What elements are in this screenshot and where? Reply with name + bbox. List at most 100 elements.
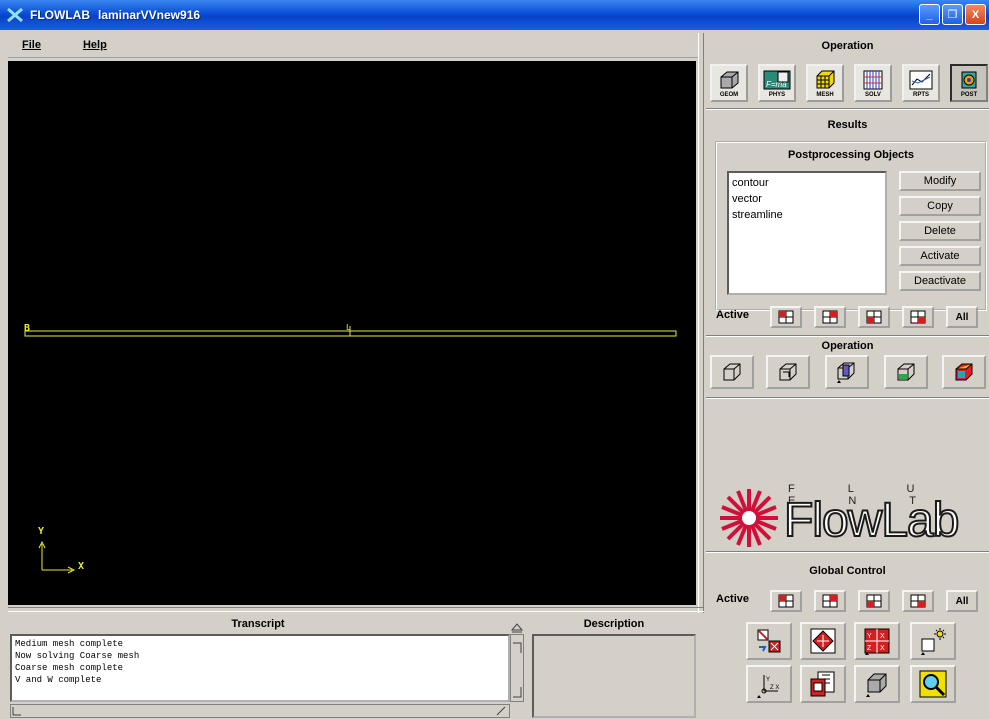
transform-icon: [810, 628, 836, 654]
window-toggle-1[interactable]: [770, 306, 802, 328]
transcript-line: Now solving Coarse mesh: [15, 651, 140, 661]
minimize-button[interactable]: _: [919, 4, 940, 25]
lights-button[interactable]: [910, 622, 956, 660]
vertical-splitter[interactable]: [698, 33, 704, 613]
phys-label: PHYS: [768, 92, 786, 98]
transcript-line: Medium mesh complete: [15, 639, 124, 649]
cube-icon: [720, 71, 739, 89]
transcript-horizontal-scrollbar[interactable]: [10, 704, 510, 718]
description-text[interactable]: [532, 634, 696, 718]
global-window-toggle-3[interactable]: [858, 590, 890, 612]
copy-button[interactable]: Copy: [899, 196, 981, 216]
menu-help[interactable]: Help: [82, 39, 107, 51]
global-window-toggle-4[interactable]: [902, 590, 934, 612]
global-window-toggle-2[interactable]: [814, 590, 846, 612]
edit-object-button[interactable]: [766, 355, 810, 389]
list-item[interactable]: vector: [732, 193, 762, 205]
view-cube-button[interactable]: [854, 665, 900, 703]
zoom-button[interactable]: [910, 665, 956, 703]
view-axes-icon: Y X Z X: [864, 628, 890, 655]
rpts-button[interactable]: RPTS: [902, 64, 940, 102]
flowlab-app-icon[interactable]: [4, 4, 26, 26]
svg-text:X: X: [880, 633, 885, 640]
display-attributes-button[interactable]: [746, 622, 792, 660]
window-quadrant-icon: [910, 594, 926, 608]
transcript-line: Coarse mesh complete: [15, 663, 124, 673]
menu-file[interactable]: File: [22, 39, 41, 51]
mesh-label: MESH: [816, 92, 834, 98]
close-button[interactable]: X: [965, 4, 986, 25]
window-toggle-2[interactable]: [814, 306, 846, 328]
global-all-windows-toggle[interactable]: All: [946, 590, 978, 612]
title-bar: FLOWLAB laminarVVnew916 _ ❐ X: [0, 0, 989, 30]
delete-button[interactable]: Delete: [899, 221, 981, 241]
up-arrow-icon: [510, 623, 524, 633]
view-cube-icon: [866, 673, 887, 697]
transcript-text[interactable]: Medium mesh complete Now solving Coarse …: [10, 634, 510, 702]
window-toggle-3[interactable]: [858, 306, 890, 328]
results-active-row: Active All: [706, 305, 989, 329]
mesh-button[interactable]: MESH: [806, 64, 844, 102]
x-axis-arrow: [67, 566, 76, 574]
modify-button[interactable]: Modify: [899, 171, 981, 191]
graphics-viewport[interactable]: B L Y X: [8, 61, 696, 605]
solv-button[interactable]: SOLV: [854, 64, 892, 102]
view-axes-button[interactable]: Y X Z X: [854, 622, 900, 660]
geom-button[interactable]: GEOM: [710, 64, 748, 102]
svg-text:Y: Y: [766, 677, 770, 683]
activate-button[interactable]: Activate: [899, 246, 981, 266]
horizontal-scroll-arrows-icon: [12, 706, 506, 716]
window-quadrant-icon: [910, 310, 926, 324]
render-object-button[interactable]: [942, 355, 986, 389]
close-icon: X: [971, 8, 980, 21]
transcript-panel: Transcript Medium mesh complete Now solv…: [8, 616, 526, 719]
list-item[interactable]: streamline: [732, 209, 783, 221]
phys-button[interactable]: F=ma PHYS: [758, 64, 796, 102]
operation-title: Operation: [821, 40, 874, 52]
window-toggle-4[interactable]: [902, 306, 934, 328]
windows-layout-icon: [810, 671, 835, 697]
point-label-b: B: [24, 323, 31, 334]
surface-cube-icon: [897, 363, 915, 381]
transform-button[interactable]: [800, 622, 846, 660]
postprocessing-list[interactable]: contour vector streamline: [727, 171, 887, 295]
surface-object-button[interactable]: [884, 355, 928, 389]
horizontal-splitter[interactable]: [8, 607, 704, 612]
results-title: Results: [827, 119, 868, 131]
deactivate-button[interactable]: Deactivate: [899, 271, 981, 291]
solver-grid-icon: [863, 70, 883, 90]
maximize-button[interactable]: ❐: [942, 4, 963, 25]
solv-label: SOLV: [865, 92, 881, 98]
transcript-vertical-scrollbar[interactable]: [510, 634, 524, 702]
post-operation-title: Operation: [821, 340, 874, 352]
transcript-title: Transcript: [231, 618, 285, 630]
orient-axes-icon: YZ X: [757, 675, 779, 698]
global-control-title: Global Control: [809, 565, 886, 577]
list-item[interactable]: contour: [732, 177, 769, 189]
post-label: POST: [960, 92, 978, 98]
rpts-label: RPTS: [912, 92, 929, 98]
svg-text:Y: Y: [867, 633, 872, 640]
window-quadrant-icon: [866, 594, 882, 608]
scrollbar-arrows-icon: [513, 642, 522, 698]
global-active-row: Active All: [706, 589, 989, 613]
geom-label: GEOM: [719, 92, 739, 98]
wire-cube-icon: [723, 363, 741, 381]
y-axis-label: Y: [38, 526, 45, 537]
window-quadrant-icon: [778, 594, 794, 608]
x-axis-label: X: [78, 561, 85, 572]
slice-object-button[interactable]: [825, 355, 869, 389]
color-cube-icon: [955, 363, 973, 381]
all-windows-toggle[interactable]: All: [946, 306, 978, 328]
post-button[interactable]: POST: [950, 64, 988, 102]
windows-layout-button[interactable]: [800, 665, 846, 703]
global-window-toggle-1[interactable]: [770, 590, 802, 612]
svg-text:F=ma: F=ma: [766, 80, 787, 89]
new-object-button[interactable]: [710, 355, 754, 389]
minimize-icon: _: [926, 8, 933, 21]
svg-text:Z: Z: [867, 645, 872, 652]
menu-bar: File Help: [8, 33, 698, 58]
transcript-expand-button[interactable]: [510, 620, 524, 634]
window-quadrant-icon: [778, 310, 794, 324]
